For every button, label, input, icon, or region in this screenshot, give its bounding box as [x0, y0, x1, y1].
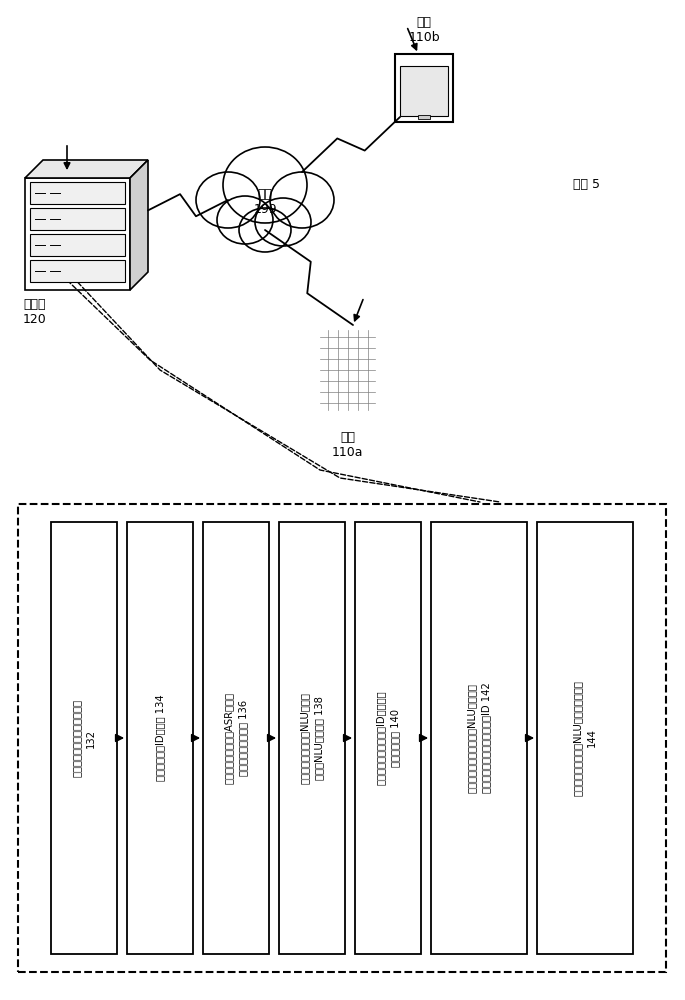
Circle shape — [585, 128, 629, 172]
Ellipse shape — [239, 208, 291, 252]
Ellipse shape — [270, 172, 334, 228]
Polygon shape — [25, 160, 148, 178]
Text: 相对于用户输入使用NLU结果数据来执行
144: 相对于用户输入使用NLU结果数据来执行 144 — [573, 680, 597, 796]
Circle shape — [563, 96, 607, 140]
FancyBboxPatch shape — [30, 234, 125, 256]
Text: 服务器
120: 服务器 120 — [23, 298, 47, 326]
Ellipse shape — [217, 196, 273, 244]
Text: 对输入音频数据执行ASR处理，
以生成输入文本数据 136: 对输入音频数据执行ASR处理， 以生成输入文本数据 136 — [224, 692, 248, 784]
FancyBboxPatch shape — [431, 522, 527, 954]
Ellipse shape — [255, 198, 311, 246]
FancyBboxPatch shape — [395, 54, 453, 122]
Ellipse shape — [223, 147, 307, 223]
Text: 网络
199: 网络 199 — [253, 188, 277, 216]
FancyBboxPatch shape — [400, 66, 448, 116]
Text: 确定访问策略数据表示在NLU结果数据
中表示的意图数据适用于设备ID 142: 确定访问策略数据表示在NLU结果数据 中表示的意图数据适用于设备ID 142 — [467, 683, 491, 793]
FancyBboxPatch shape — [25, 178, 130, 290]
Text: 接收表示设备ID的数据 134: 接收表示设备ID的数据 134 — [155, 695, 165, 781]
FancyBboxPatch shape — [537, 522, 633, 954]
FancyBboxPatch shape — [418, 115, 430, 119]
FancyBboxPatch shape — [30, 260, 125, 282]
Polygon shape — [130, 160, 148, 290]
Text: 设备
110b: 设备 110b — [408, 16, 440, 44]
FancyBboxPatch shape — [18, 504, 666, 972]
FancyBboxPatch shape — [355, 522, 421, 954]
Text: 在数据库中确定与设备ID相关联的
访问策略数据 140: 在数据库中确定与设备ID相关联的 访问策略数据 140 — [376, 691, 400, 785]
FancyBboxPatch shape — [127, 522, 193, 954]
Ellipse shape — [196, 172, 260, 228]
FancyBboxPatch shape — [51, 522, 117, 954]
Ellipse shape — [320, 321, 375, 339]
FancyBboxPatch shape — [203, 522, 269, 954]
Ellipse shape — [320, 401, 375, 419]
Circle shape — [541, 128, 585, 172]
FancyBboxPatch shape — [279, 522, 345, 954]
Text: 用户 5: 用户 5 — [573, 178, 601, 191]
FancyBboxPatch shape — [30, 182, 125, 204]
Text: 对输入文本数据执行NLU处理，
以生成NLU结果数据 138: 对输入文本数据执行NLU处理， 以生成NLU结果数据 138 — [300, 692, 324, 784]
Polygon shape — [563, 150, 607, 170]
Text: 接收表示语音的输入音频数据
132: 接收表示语音的输入音频数据 132 — [72, 699, 96, 777]
FancyBboxPatch shape — [30, 208, 125, 230]
Text: 设备
110a: 设备 110a — [332, 431, 363, 459]
Polygon shape — [320, 330, 375, 410]
